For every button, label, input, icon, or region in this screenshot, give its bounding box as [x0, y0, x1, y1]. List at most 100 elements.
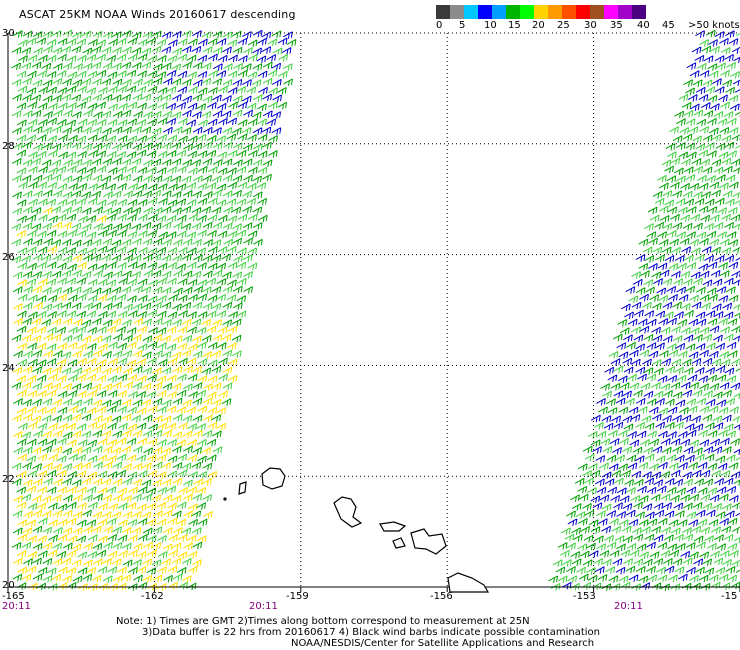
- wind-barb: [216, 135, 227, 143]
- wind-barb: [266, 54, 277, 62]
- wind-barb: [37, 470, 48, 478]
- wind-barb: [62, 542, 73, 551]
- wind-barb: [42, 222, 52, 231]
- wind-barb: [727, 574, 738, 583]
- wind-barb: [610, 494, 620, 503]
- wind-barb: [192, 366, 202, 374]
- wind-barb: [635, 511, 645, 519]
- wind-barb: [720, 326, 730, 334]
- wind-barb: [697, 487, 708, 495]
- wind-barb: [694, 367, 705, 375]
- wind-barb: [48, 502, 58, 511]
- wind-barb: [117, 135, 128, 143]
- wind-barb: [683, 478, 694, 487]
- wind-barb: [257, 214, 268, 223]
- wind-barb: [142, 190, 152, 199]
- wind-barb: [132, 175, 143, 183]
- wind-barb: [26, 438, 37, 447]
- wind-barb: [707, 542, 717, 551]
- wind-barb: [131, 61, 142, 70]
- wind-barb: [87, 326, 98, 335]
- wind-barb: [271, 127, 282, 135]
- wind-barb: [57, 342, 68, 351]
- wind-barb: [709, 181, 720, 190]
- wind-barb: [186, 54, 197, 63]
- wind-barb: [46, 389, 57, 398]
- wind-barb: [726, 61, 736, 70]
- wind-barb: [699, 70, 710, 78]
- wind-barb: [117, 213, 127, 222]
- wind-barb: [696, 118, 707, 127]
- wind-barb: [667, 431, 677, 439]
- wind-barb: [653, 367, 664, 375]
- wind-barb: [681, 246, 691, 254]
- wind-barb: [27, 470, 37, 478]
- wind-barb: [101, 142, 111, 150]
- wind-barb: [133, 285, 143, 294]
- wind-barb: [181, 557, 192, 566]
- wind-barb: [202, 302, 213, 310]
- wind-barb: [82, 126, 92, 135]
- wind-barb: [141, 302, 152, 311]
- wind-barb: [611, 525, 622, 534]
- wind-barb: [62, 447, 73, 456]
- wind-barb: [261, 31, 272, 40]
- wind-barb: [672, 391, 683, 399]
- wind-barb: [604, 366, 615, 375]
- wind-barb: [162, 494, 173, 503]
- wind-barb: [118, 550, 128, 558]
- wind-barb: [704, 254, 714, 263]
- wind-barb: [677, 262, 687, 271]
- wind-barb: [594, 566, 605, 574]
- wind-barb: [156, 310, 167, 319]
- wind-barb: [16, 550, 27, 558]
- wind-barb: [136, 391, 147, 399]
- wind-barb: [705, 342, 716, 350]
- wind-barb: [718, 151, 729, 159]
- wind-barb: [143, 78, 153, 87]
- wind-barb: [725, 286, 736, 294]
- wind-barb: [56, 469, 67, 478]
- wind-barb: [197, 293, 207, 302]
- wind-barb: [197, 279, 208, 287]
- wind-barb: [639, 349, 650, 358]
- wind-barb: [46, 438, 57, 447]
- wind-barb: [644, 422, 655, 431]
- wind-barb: [92, 511, 103, 519]
- wind-barb: [655, 342, 665, 350]
- wind-barb: [699, 405, 710, 414]
- wind-barb: [48, 519, 58, 527]
- wind-barb: [161, 206, 172, 214]
- wind-barb: [653, 479, 664, 487]
- wind-barb: [136, 550, 147, 559]
- wind-barb: [67, 263, 77, 272]
- wind-barb: [96, 422, 107, 431]
- wind-barb: [668, 349, 679, 358]
- wind-barb: [181, 45, 192, 54]
- wind-barb: [242, 31, 252, 39]
- wind-barb: [636, 543, 647, 552]
- wind-barb: [157, 150, 168, 159]
- wind-barb: [167, 247, 178, 255]
- wind-barb: [72, 125, 83, 134]
- wind-barb: [728, 462, 739, 470]
- wind-barb: [278, 54, 288, 62]
- wind-barb: [91, 365, 102, 374]
- wind-barb: [191, 510, 202, 518]
- wind-barb: [566, 542, 576, 551]
- wind-barb: [203, 238, 213, 247]
- wind-barb: [713, 311, 724, 319]
- wind-barb: [660, 383, 671, 391]
- wind-barb: [181, 462, 192, 471]
- wind-barb: [86, 357, 97, 366]
- wind-barb: [576, 566, 587, 575]
- wind-barb: [127, 534, 138, 543]
- wind-barb: [161, 142, 172, 150]
- wind-barb: [177, 453, 188, 462]
- wind-barb: [698, 205, 709, 214]
- wind-barb: [31, 318, 42, 326]
- wind-barb: [686, 62, 697, 70]
- wind-barb: [579, 550, 590, 559]
- colorbar-label: 30: [584, 20, 597, 31]
- wind-barb: [723, 423, 734, 432]
